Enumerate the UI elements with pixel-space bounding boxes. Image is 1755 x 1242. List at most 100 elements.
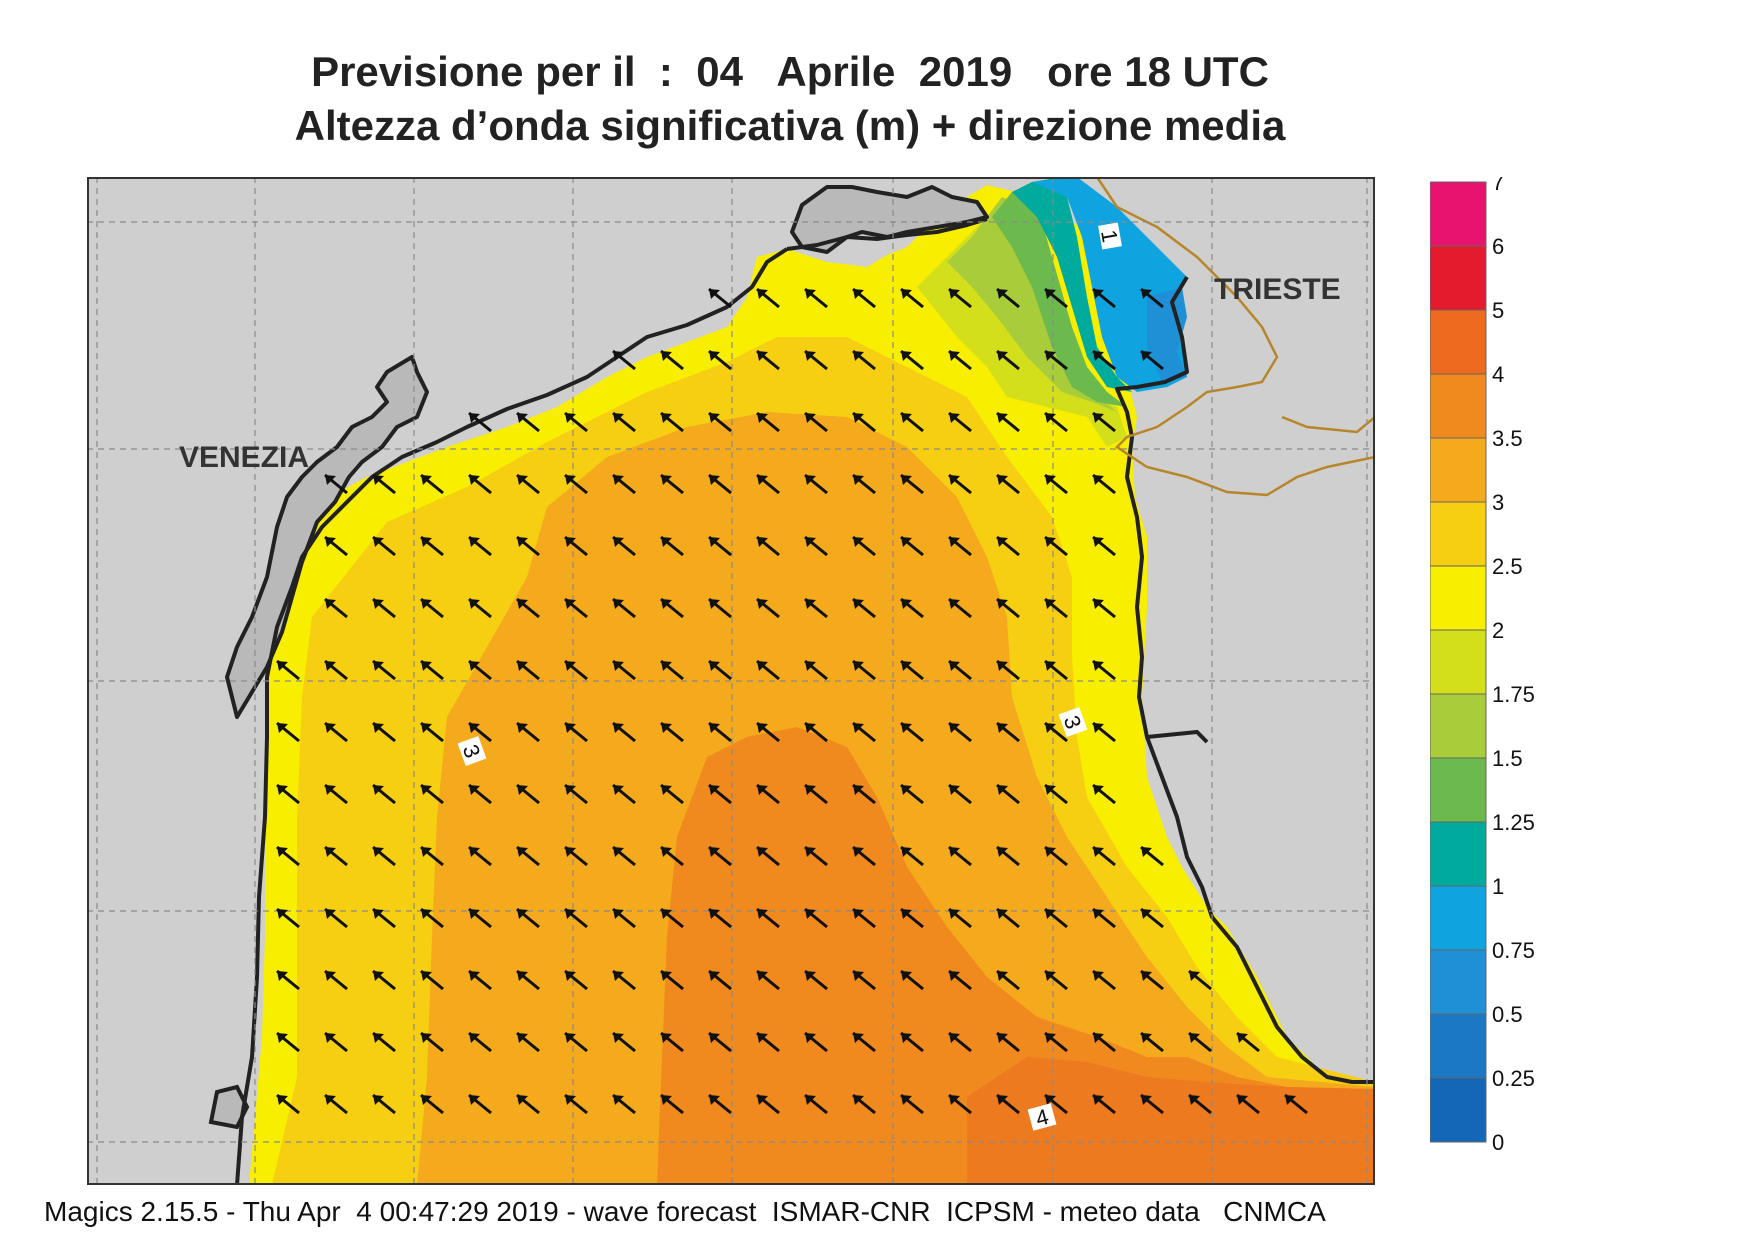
direction-arrow bbox=[612, 349, 636, 371]
direction-arrow bbox=[756, 721, 780, 743]
direction-arrow bbox=[1092, 287, 1116, 309]
direction-arrow bbox=[804, 659, 828, 681]
direction-arrow bbox=[996, 597, 1020, 619]
direction-arrow bbox=[804, 411, 828, 433]
direction-arrow bbox=[324, 907, 348, 929]
direction-arrow bbox=[324, 969, 348, 991]
direction-arrow bbox=[852, 721, 876, 743]
direction-arrow bbox=[1092, 597, 1116, 619]
direction-arrow bbox=[420, 659, 444, 681]
direction-arrow bbox=[708, 659, 732, 681]
direction-arrow bbox=[1140, 907, 1164, 929]
direction-arrow bbox=[804, 1093, 828, 1115]
title-line-2: Altezza d’onda significativa (m) + direz… bbox=[294, 102, 1286, 149]
direction-arrow bbox=[804, 845, 828, 867]
direction-arrow bbox=[996, 659, 1020, 681]
direction-arrow bbox=[660, 783, 684, 805]
colorbar-segment bbox=[1430, 1077, 1487, 1143]
direction-arrow bbox=[660, 411, 684, 433]
direction-arrow bbox=[468, 473, 492, 495]
direction-arrow bbox=[564, 783, 588, 805]
direction-arrow bbox=[900, 845, 924, 867]
direction-arrow bbox=[804, 783, 828, 805]
svg-text:1: 1 bbox=[1096, 228, 1123, 244]
colorbar-segment bbox=[1430, 501, 1487, 567]
direction-arrow bbox=[468, 721, 492, 743]
direction-arrow bbox=[420, 845, 444, 867]
direction-arrow bbox=[1044, 287, 1068, 309]
istria-peninsula-land bbox=[1146, 729, 1209, 744]
direction-arrow bbox=[468, 1031, 492, 1053]
direction-arrow bbox=[1092, 783, 1116, 805]
direction-arrow bbox=[1092, 473, 1116, 495]
direction-arrow bbox=[1284, 1093, 1308, 1115]
direction-arrow bbox=[708, 349, 732, 371]
direction-arrow bbox=[660, 349, 684, 371]
colorbar-tick-label: 7 bbox=[1492, 177, 1504, 195]
direction-arrow bbox=[852, 1093, 876, 1115]
direction-arrow bbox=[1044, 1031, 1068, 1053]
direction-arrow bbox=[420, 535, 444, 557]
wave-band-4 bbox=[967, 1057, 1375, 1185]
direction-arrow bbox=[612, 1093, 636, 1115]
direction-arrow bbox=[516, 969, 540, 991]
border-line bbox=[1095, 177, 1375, 497]
direction-arrow bbox=[852, 535, 876, 557]
direction-arrow bbox=[516, 411, 540, 433]
direction-arrow bbox=[1092, 721, 1116, 743]
direction-arrow bbox=[1140, 287, 1164, 309]
direction-arrow bbox=[948, 907, 972, 929]
direction-arrow bbox=[420, 473, 444, 495]
direction-arrow bbox=[900, 349, 924, 371]
colorbar-segment bbox=[1430, 821, 1487, 887]
direction-arrow bbox=[852, 287, 876, 309]
direction-arrow bbox=[1140, 969, 1164, 991]
direction-arrow bbox=[900, 783, 924, 805]
direction-arrow bbox=[1092, 349, 1116, 371]
direction-arrow bbox=[804, 907, 828, 929]
direction-arrow bbox=[900, 287, 924, 309]
direction-arrow bbox=[708, 969, 732, 991]
colorbar-tick-label: 0 bbox=[1492, 1130, 1504, 1155]
direction-arrow bbox=[660, 659, 684, 681]
direction-arrow bbox=[804, 535, 828, 557]
direction-arrow bbox=[372, 659, 396, 681]
direction-arrow bbox=[756, 473, 780, 495]
direction-arrow bbox=[708, 907, 732, 929]
direction-arrow bbox=[276, 783, 300, 805]
direction-arrow bbox=[852, 969, 876, 991]
direction-arrow bbox=[948, 411, 972, 433]
coastline-istria bbox=[1115, 275, 1375, 1084]
direction-arrow bbox=[756, 411, 780, 433]
direction-arrow bbox=[708, 1031, 732, 1053]
direction-arrow bbox=[1044, 349, 1068, 371]
direction-arrow bbox=[468, 845, 492, 867]
direction-arrow bbox=[372, 845, 396, 867]
direction-arrow bbox=[468, 659, 492, 681]
direction-arrow bbox=[1140, 1031, 1164, 1053]
direction-arrow bbox=[324, 783, 348, 805]
direction-arrow bbox=[372, 473, 396, 495]
colorbar-tick-label: 1.75 bbox=[1492, 682, 1535, 707]
direction-arrow bbox=[612, 1031, 636, 1053]
direction-arrow bbox=[276, 1031, 300, 1053]
direction-arrow bbox=[372, 721, 396, 743]
direction-arrow bbox=[1044, 411, 1068, 433]
direction-arrow bbox=[372, 1093, 396, 1115]
direction-arrow bbox=[324, 1031, 348, 1053]
direction-arrow bbox=[564, 907, 588, 929]
direction-arrow bbox=[900, 1093, 924, 1115]
direction-arrow bbox=[612, 411, 636, 433]
direction-arrow bbox=[948, 597, 972, 619]
direction-arrow bbox=[756, 1031, 780, 1053]
colorbar-tick-label: 1 bbox=[1492, 874, 1504, 899]
colorbar-segment bbox=[1430, 629, 1487, 695]
colorbar-tick-label: 3 bbox=[1492, 490, 1504, 515]
direction-arrow bbox=[420, 969, 444, 991]
direction-arrow bbox=[1092, 411, 1116, 433]
direction-arrow bbox=[660, 473, 684, 495]
direction-arrow bbox=[900, 969, 924, 991]
direction-arrow bbox=[900, 659, 924, 681]
direction-arrow bbox=[900, 473, 924, 495]
direction-arrow bbox=[852, 783, 876, 805]
